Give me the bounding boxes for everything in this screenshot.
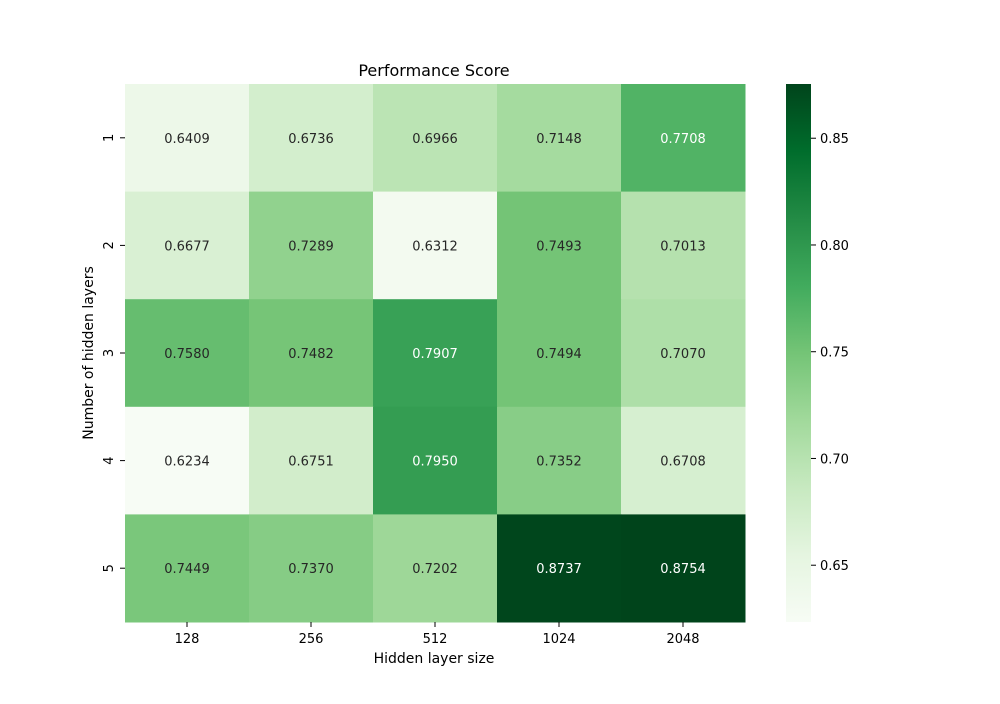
y-tick-label: 4: [102, 456, 117, 464]
colorbar-ticks: 0.65 0.70 0.75 0.80 0.85: [811, 132, 849, 574]
heatmap-cell: [249, 514, 374, 623]
cell-value-label: 0.6234: [164, 455, 210, 470]
heatmap-cell: [125, 299, 250, 408]
cell-value-label: 0.7070: [660, 347, 706, 362]
heatmap-cell: [497, 406, 622, 515]
cell-value-label: 0.6708: [660, 455, 706, 470]
cell-value-label: 0.7013: [660, 239, 706, 254]
y-tick-label: 1: [102, 134, 117, 142]
heatmap-cell: [621, 406, 746, 515]
cell-value-label: 0.7289: [288, 239, 334, 254]
heatmap-cell: [249, 191, 374, 300]
heatmap-cell: [373, 406, 498, 515]
heatmap-cell: [621, 191, 746, 300]
y-tick-label: 5: [102, 564, 117, 572]
x-tick-label: 512: [423, 632, 448, 647]
y-axis: 1 2 3 4 5: [102, 134, 125, 572]
cell-value-label: 0.7580: [164, 347, 210, 362]
heatmap-cell: [497, 514, 622, 623]
heatmap-cell: [249, 299, 374, 408]
x-axis: 128 256 512 1024 2048: [175, 622, 700, 647]
cell-value-label: 0.6677: [164, 239, 210, 254]
cell-value-label: 0.6751: [288, 455, 334, 470]
cell-value-label: 0.6312: [412, 239, 458, 254]
heatmap-cell: [125, 406, 250, 515]
x-axis-label: Hidden layer size: [374, 651, 495, 667]
colorbar-tick-label: 0.80: [820, 239, 849, 254]
cell-value-label: 0.7148: [536, 132, 582, 147]
heatmap-cell: [497, 84, 622, 193]
cell-value-label: 0.7352: [536, 455, 582, 470]
heatmap-cell: [621, 514, 746, 623]
y-tick-label: 2: [102, 241, 117, 249]
cell-value-label: 0.7370: [288, 562, 334, 577]
colorbar-tick-label: 0.85: [820, 132, 849, 147]
cell-value-label: 0.7907: [412, 347, 458, 362]
cell-value-label: 0.7202: [412, 562, 458, 577]
heatmap-cell: [373, 514, 498, 623]
y-tick-label: 3: [102, 349, 117, 357]
y-axis-label: Number of hidden layers: [81, 266, 97, 440]
colorbar: [786, 84, 811, 622]
heatmap-cell: [621, 84, 746, 193]
cell-value-label: 0.7494: [536, 347, 582, 362]
heatmap-cell: [497, 299, 622, 408]
heatmap-cell: [373, 84, 498, 193]
heatmap-cell: [373, 299, 498, 408]
cell-value-label: 0.7482: [288, 347, 334, 362]
heatmap-cells: 0.6409 0.6736 0.6966 0.7148 0.7708 0.6677 0.72…: [125, 84, 746, 623]
heatmap-cell: [621, 299, 746, 408]
x-tick-label: 128: [175, 632, 200, 647]
chart-title: Performance Score: [358, 61, 509, 80]
colorbar-tick-label: 0.70: [820, 452, 849, 467]
cell-value-label: 0.7950: [412, 455, 458, 470]
heatmap-cell: [373, 191, 498, 300]
x-tick-label: 2048: [666, 632, 699, 647]
heatmap-cell: [125, 514, 250, 623]
x-tick-label: 1024: [542, 632, 575, 647]
cell-value-label: 0.6966: [412, 132, 458, 147]
cell-value-label: 0.6736: [288, 132, 334, 147]
cell-value-label: 0.8754: [660, 562, 706, 577]
cell-value-label: 0.6409: [164, 132, 210, 147]
heatmap-cell: [125, 191, 250, 300]
cell-value-label: 0.7449: [164, 562, 210, 577]
heatmap-cell: [497, 191, 622, 300]
cell-value-label: 0.8737: [536, 562, 582, 577]
x-tick-label: 256: [299, 632, 324, 647]
colorbar-tick-label: 0.75: [820, 346, 849, 361]
heatmap-cell: [249, 406, 374, 515]
cell-value-label: 0.7493: [536, 239, 582, 254]
heatmap-cell: [125, 84, 250, 193]
heatmap-cell: [249, 84, 374, 193]
colorbar-tick-label: 0.65: [820, 559, 849, 574]
cell-value-label: 0.7708: [660, 132, 706, 147]
